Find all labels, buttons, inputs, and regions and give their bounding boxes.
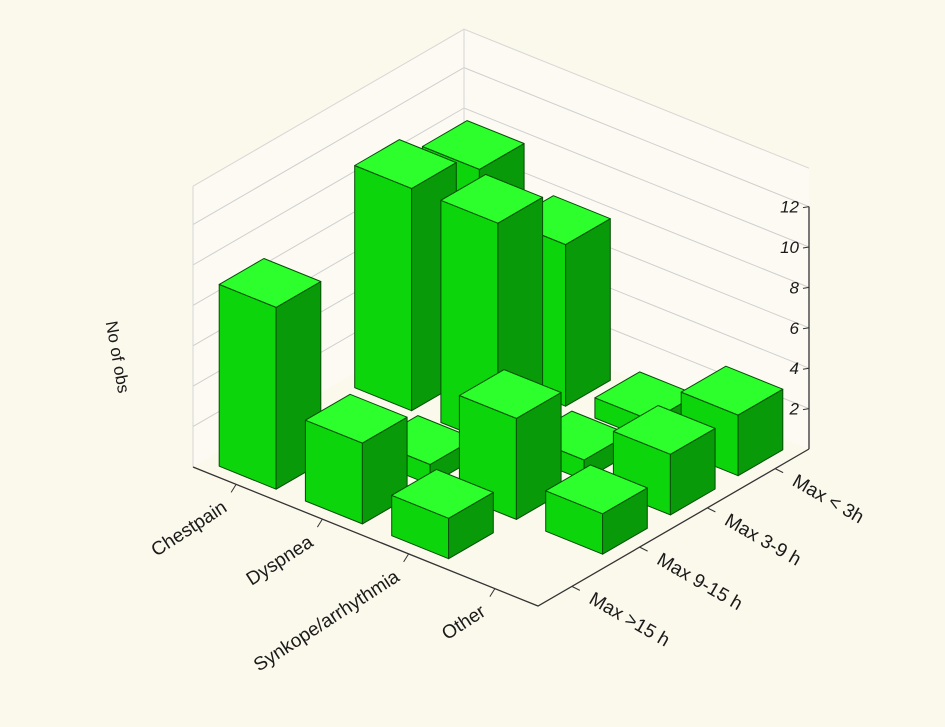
- symptom-tick: [403, 553, 410, 563]
- z-tick: [802, 206, 810, 209]
- floor-edge: [192, 448, 810, 607]
- delay-label: Max >15 h: [585, 589, 673, 652]
- symptom-label: Chestpain: [148, 497, 231, 561]
- wall-top-edge: [192, 28, 810, 187]
- bar: [391, 468, 494, 560]
- delay-tick: [571, 585, 581, 591]
- bar: [612, 405, 716, 516]
- z-tick-label: 12: [780, 198, 799, 217]
- symptom-label: Dyspnea: [243, 531, 318, 590]
- symptom-tick: [489, 588, 496, 597]
- bar: [218, 258, 322, 490]
- bar: [545, 464, 648, 555]
- delay-label: Max < 3h: [789, 471, 868, 529]
- z-tick-label: 4: [790, 359, 799, 378]
- delay-tick: [639, 546, 648, 552]
- z-tick: [802, 286, 810, 289]
- z-tick-label: 6: [790, 319, 800, 338]
- symptom-label: Synkope/arrhythmia: [250, 566, 404, 676]
- z-tick: [802, 408, 810, 411]
- delay-tick: [774, 468, 784, 474]
- chart-bars: [218, 120, 784, 560]
- z-tick: [802, 246, 810, 249]
- z-tick-label: 8: [790, 278, 800, 297]
- z-tick-label: 2: [789, 400, 800, 419]
- delay-label: Max 9-15 h: [653, 549, 746, 615]
- z-axis-title: No of obs: [102, 320, 133, 395]
- delay-label: Max 3-9 h: [721, 510, 805, 570]
- bar: [680, 365, 784, 477]
- symptom-tick: [230, 484, 237, 493]
- z-tick-label: 10: [780, 238, 799, 257]
- symptom-tick: [316, 518, 323, 528]
- z-tick: [802, 367, 810, 370]
- delay-tick: [707, 507, 716, 513]
- z-tick: [802, 327, 810, 330]
- symptom-label: Other: [438, 601, 490, 645]
